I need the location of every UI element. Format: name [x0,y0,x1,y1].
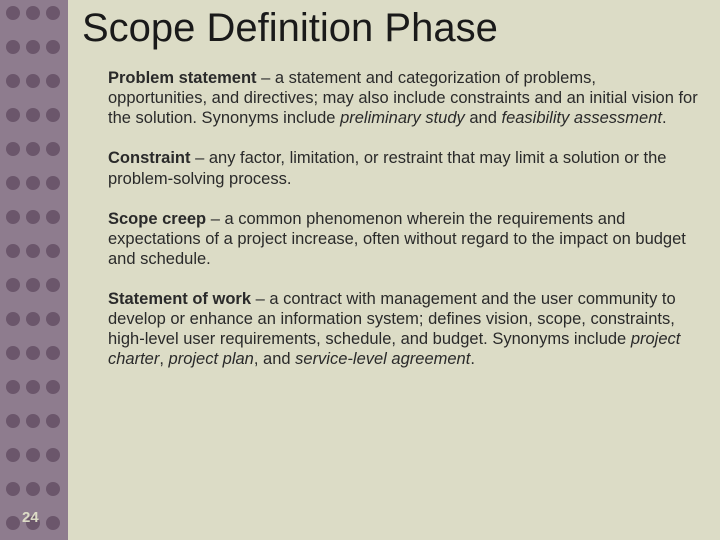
dot-icon [26,482,40,496]
dot-icon [6,346,20,360]
dot-icon [6,210,20,224]
dot-icon [46,6,60,20]
dot-icon [6,142,20,156]
term: Problem statement [108,69,257,87]
dot-icon [6,312,20,326]
sep: – [251,290,269,308]
dot-icon [46,346,60,360]
dot-icon [6,108,20,122]
dot-icon [46,516,60,530]
slide-title: Scope Definition Phase [82,6,498,51]
def-text: , [159,350,168,368]
def-text: and [465,109,502,127]
dot-icon [6,516,20,530]
dot-icon [46,244,60,258]
dot-icon [6,380,20,394]
dot-icon [46,108,60,122]
dot-icon [46,448,60,462]
dot-icon [6,176,20,190]
def-italic: preliminary study [340,109,465,127]
dot-icon [26,176,40,190]
definition-statement-of-work: Statement of work – a contract with mana… [108,289,698,370]
dot-icon [6,414,20,428]
def-italic: project plan [169,350,254,368]
dot-icon [46,312,60,326]
dot-icon [6,74,20,88]
term: Scope creep [108,210,206,228]
slide: Scope Definition Phase Problem statement… [0,0,720,540]
dot-icon [26,210,40,224]
dot-icon [46,414,60,428]
dot-icon [46,278,60,292]
dot-icon [6,482,20,496]
page-number: 24 [22,509,39,526]
slide-body: Problem statement – a statement and cate… [108,68,698,390]
dot-icon [26,74,40,88]
dot-icon [26,6,40,20]
def-italic: service-level agreement [295,350,470,368]
dot-icon [26,380,40,394]
dot-icon [6,244,20,258]
def-text: , and [254,350,295,368]
def-text: . [470,350,475,368]
dot-icon [6,40,20,54]
bullet-dots-decoration [0,0,68,540]
term: Statement of work [108,290,251,308]
dot-icon [46,176,60,190]
dot-icon [26,278,40,292]
def-italic: feasibility assessment [501,109,661,127]
definition-constraint: Constraint – any factor, limitation, or … [108,148,698,188]
dot-icon [26,40,40,54]
dot-icon [26,108,40,122]
definition-problem-statement: Problem statement – a statement and cate… [108,68,698,128]
dot-icon [26,346,40,360]
dot-icon [6,278,20,292]
dot-icon [26,414,40,428]
term: Constraint [108,149,191,167]
dot-icon [46,210,60,224]
dot-icon [6,6,20,20]
def-text: . [662,109,667,127]
dot-icon [46,380,60,394]
dot-icon [46,142,60,156]
sep: – [191,149,209,167]
dot-icon [26,142,40,156]
sep: – [257,69,275,87]
dot-icon [46,482,60,496]
dot-icon [26,448,40,462]
definition-scope-creep: Scope creep – a common phenomenon wherei… [108,209,698,269]
dot-icon [46,74,60,88]
dot-icon [46,40,60,54]
dot-icon [26,312,40,326]
sep: – [206,210,224,228]
dot-icon [26,244,40,258]
dot-icon [6,448,20,462]
